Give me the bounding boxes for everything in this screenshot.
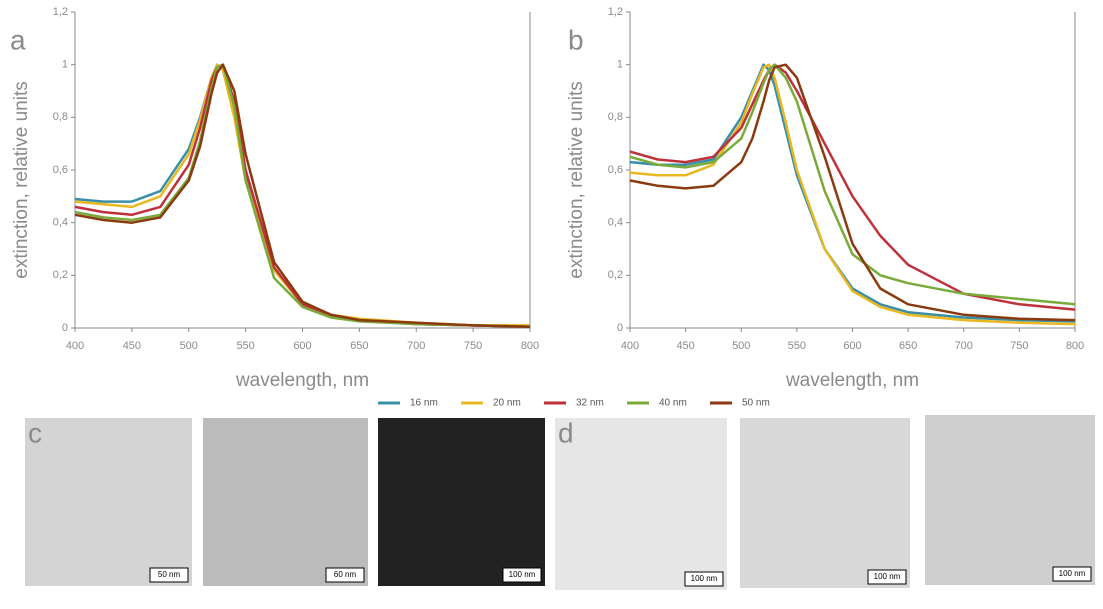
scale-bar-label: 100 nm [874,572,901,581]
x-tick-label: 600 [843,340,861,352]
scale-bar-box [684,571,724,587]
x-tick-label: 400 [66,340,84,352]
x-tick-label: 550 [788,340,806,352]
particle [358,588,373,603]
particle [370,588,385,603]
micrograph-bg [925,415,1095,585]
x-tick-label: 500 [180,340,198,352]
x-tick-label: 600 [293,340,311,352]
scale-bar-label: 100 nm [691,574,718,583]
micrograph-bg [203,418,368,586]
particle [345,588,360,603]
y-tick-label: 1 [62,59,68,71]
x-tick-label: 550 [236,340,254,352]
y-axis-title: extinction, relative units [566,81,587,279]
micrograph-bg [378,418,545,586]
x-tick-label: 450 [676,340,694,352]
y-tick-label: 0,2 [608,269,623,281]
y-tick-label: 0,6 [608,164,623,176]
y-tick-label: 0,8 [608,111,623,123]
legend-label: 40 nm [659,398,687,409]
particle [214,588,228,602]
y-tick-label: 0,4 [608,217,623,229]
particle [274,589,287,602]
micrograph-bg [25,418,192,586]
particle [238,589,252,603]
y-tick-label: 0 [617,322,623,334]
particle [333,588,348,603]
series-line [74,63,531,328]
series-line [74,63,531,328]
y-tick-label: 1,2 [608,6,623,18]
micrograph-bg [740,418,910,588]
y-tick-label: 0,4 [53,217,68,229]
x-tick-label: 800 [521,340,539,352]
particle [298,588,312,602]
x-tick-label: 400 [621,340,639,352]
y-tick-label: 0,8 [53,111,68,123]
x-axis-title: wavelength, nm [785,370,919,391]
particle [322,588,336,602]
x-tick-label: 700 [955,340,973,352]
particle [311,589,324,602]
scale-bar-box [1052,566,1092,582]
y-axis-title: extinction, relative units [11,81,32,279]
legend-label: 16 nm [410,398,438,409]
x-tick-label: 700 [407,340,425,352]
legend-label: 32 nm [576,398,604,409]
y-tick-label: 0,2 [53,269,68,281]
panel-label: b [568,24,584,55]
x-tick-label: 450 [123,340,141,352]
particle [202,588,217,603]
scale-bar-label: 50 nm [158,570,181,579]
particle [286,588,300,602]
x-tick-label: 650 [899,340,917,352]
panel-label: a [10,24,26,55]
x-tick-label: 800 [1066,340,1084,352]
x-tick-label: 750 [464,340,482,352]
scale-bar-label: 100 nm [509,570,536,579]
micrograph-bg [555,418,727,590]
scale-bar-box [867,569,907,585]
series-line [629,63,1076,322]
series-line [74,63,531,328]
series-line [629,63,1076,311]
scale-bar-box [325,567,365,583]
particle [262,588,276,602]
x-tick-label: 500 [732,340,750,352]
particle [226,589,239,602]
particle [250,588,265,603]
series-line [629,63,1076,326]
scale-bar-label: 60 nm [334,570,357,579]
legend-label: 50 nm [742,398,770,409]
y-tick-label: 1,2 [53,6,68,18]
y-tick-label: 1 [617,59,623,71]
y-tick-label: 0 [62,322,68,334]
x-tick-label: 650 [350,340,368,352]
scale-bar-box [502,567,542,583]
series-line [629,63,1076,323]
y-tick-label: 0,6 [53,164,68,176]
series-line [74,63,531,328]
x-axis-title: wavelength, nm [235,370,369,391]
panel-label: d [558,417,574,448]
x-tick-label: 750 [1010,340,1028,352]
panel-label: c [28,417,42,448]
scale-bar-box [149,567,189,583]
series-line [74,63,530,327]
series-line [629,63,1076,306]
scale-bar-label: 100 nm [1059,569,1086,578]
legend-label: 20 nm [493,398,521,409]
